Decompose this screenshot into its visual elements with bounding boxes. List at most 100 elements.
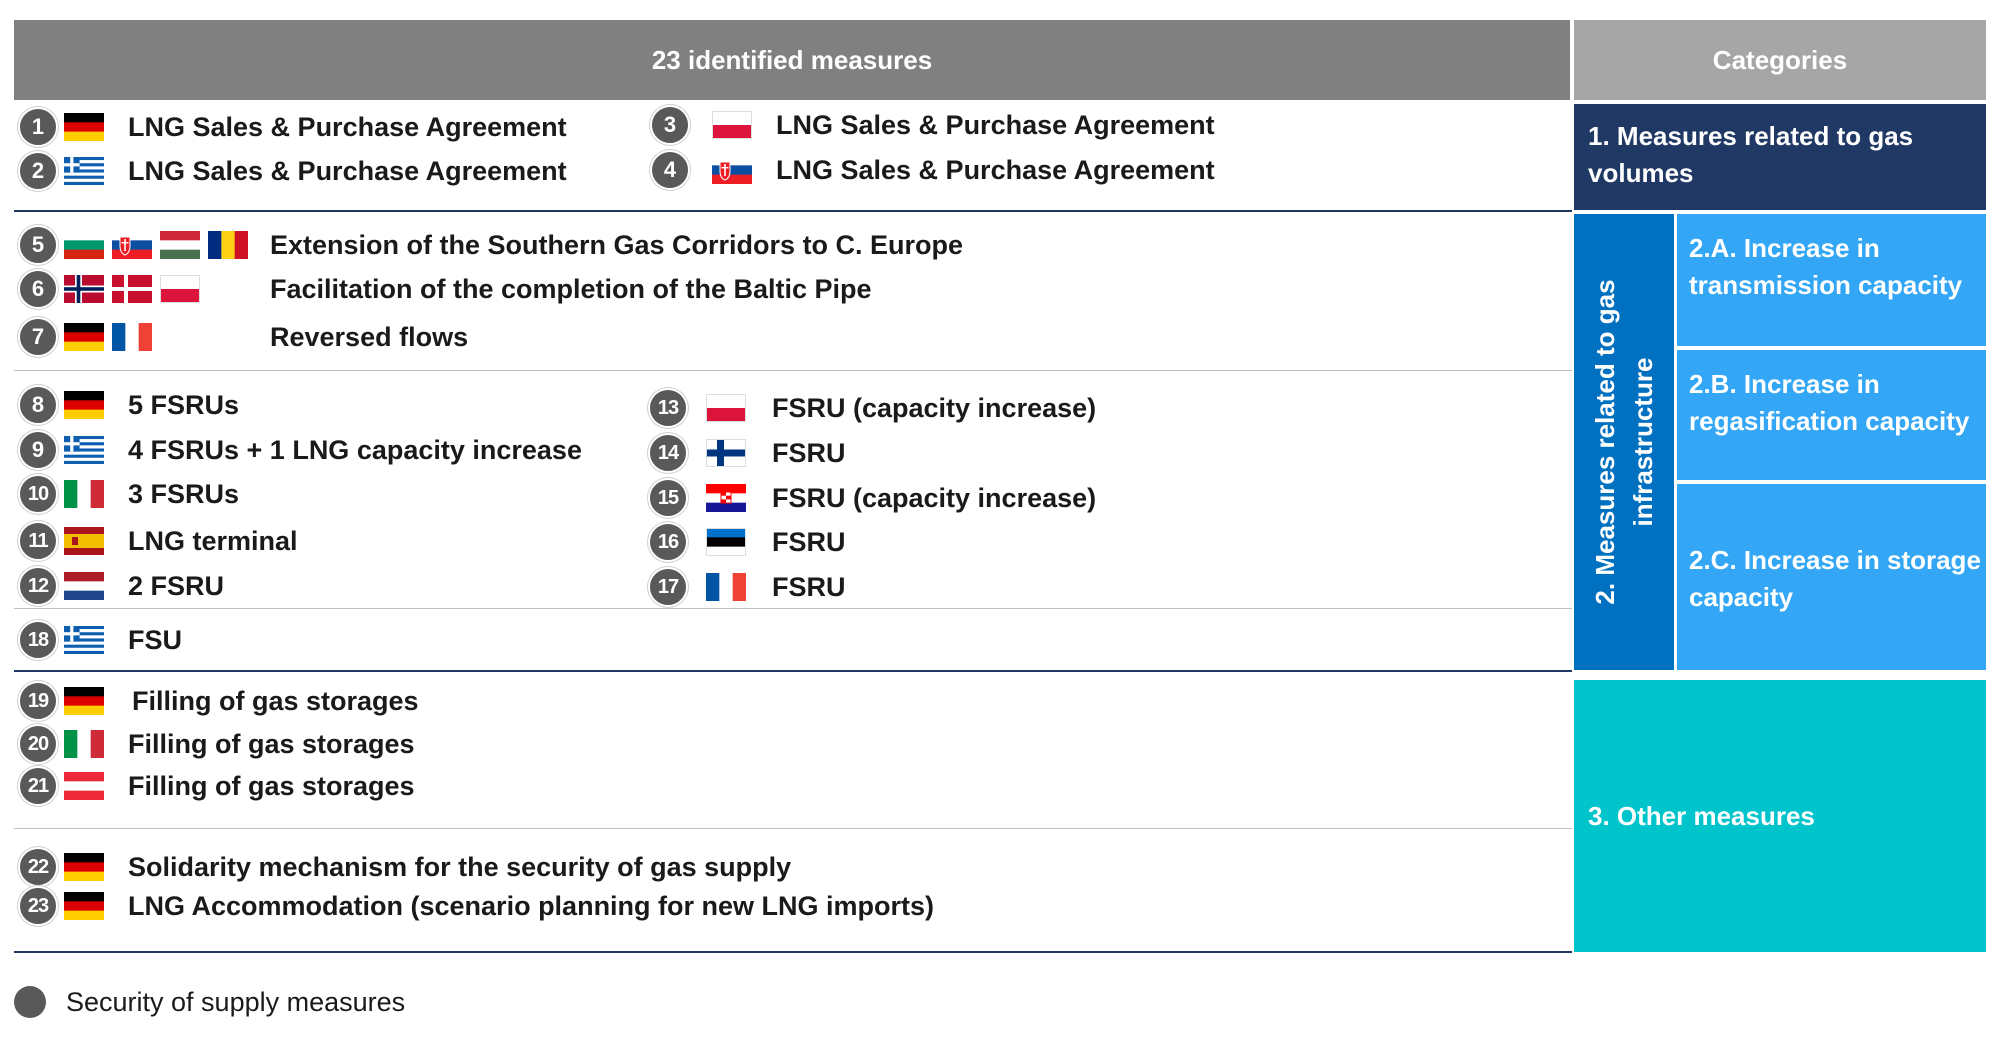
section-divider: [14, 828, 1572, 829]
measure-row: 23 LNG Accommodation (scenario planning f…: [18, 886, 935, 926]
germany-flag-icon: [64, 323, 104, 351]
country-flags: [706, 573, 746, 601]
measures-header: 23 identified measures: [14, 20, 1570, 100]
subcategory-transmission: 2.A. Increase in transmission capacity: [1677, 214, 1986, 346]
measure-label: Filling of gas storages: [128, 770, 415, 801]
measure-number-badge: 21: [18, 766, 58, 806]
categories-header: Categories: [1574, 20, 1986, 100]
section-divider: [14, 951, 1572, 953]
germany-flag-icon: [64, 113, 104, 141]
country-flags: [64, 275, 200, 303]
measure-number-badge: 4: [650, 150, 690, 190]
country-flags: [64, 730, 104, 758]
italy-flag-icon: [64, 480, 104, 508]
legend-marker: [14, 986, 46, 1018]
subcategory-regasification: 2.B. Increase in regasification capacity: [1677, 350, 1986, 480]
country-flags: [706, 484, 746, 512]
country-flags: [64, 323, 152, 351]
germany-flag-icon: [64, 391, 104, 419]
poland-flag-icon: [712, 111, 752, 139]
section-divider: [14, 608, 1572, 609]
netherlands-flag-icon: [64, 572, 104, 600]
measure-label: LNG terminal: [128, 525, 298, 556]
measure-label: FSRU: [772, 571, 846, 602]
measure-row: 17 FSRU: [648, 567, 846, 607]
measure-label: 4 FSRUs + 1 LNG capacity increase: [128, 434, 582, 465]
germany-flag-icon: [64, 687, 104, 715]
measure-number-badge: 10: [18, 474, 58, 514]
measure-number-badge: 8: [18, 385, 58, 425]
measure-label: Filling of gas storages: [132, 685, 419, 716]
germany-flag-icon: [64, 892, 104, 920]
measure-number-badge: 9: [18, 430, 58, 470]
measure-label: LNG Sales & Purchase Agreement: [776, 154, 1215, 185]
norway-flag-icon: [64, 275, 104, 303]
romania-flag-icon: [208, 231, 248, 259]
measure-label: FSU: [128, 624, 182, 655]
country-flags: [712, 156, 752, 184]
measure-row: 3 LNG Sales & Purchase Agreement: [650, 105, 1215, 145]
country-flags: [712, 111, 752, 139]
greece-flag-icon: [64, 157, 104, 185]
measure-number-badge: 3: [650, 105, 690, 145]
measure-row: 19 Filling of gas storages: [18, 681, 419, 721]
measure-label: FSRU (capacity increase): [772, 392, 1097, 423]
measure-number-badge: 12: [18, 566, 58, 606]
measure-number-badge: 14: [648, 433, 688, 473]
measure-row: 4 LNG Sales & Purchase Agreement: [650, 150, 1215, 190]
measure-number-badge: 1: [18, 107, 58, 147]
category-other-measures: 3. Other measures: [1574, 680, 1986, 952]
measure-row: 15 FSRU (capacity increase): [648, 478, 1097, 518]
section-divider: [14, 670, 1572, 672]
measure-row: 9 4 FSRUs + 1 LNG capacity increase: [18, 430, 582, 470]
measure-row: 10 3 FSRUs: [18, 474, 240, 514]
category-gas-volumes: 1. Measures related to gas volumes: [1574, 104, 1986, 210]
measure-number-badge: 16: [648, 522, 688, 562]
greece-flag-icon: [64, 626, 104, 654]
measure-label: 3 FSRUs: [128, 478, 240, 509]
austria-flag-icon: [64, 772, 104, 800]
country-flags: [64, 853, 104, 881]
measure-row: 5 Extension of the Southern Gas Corridors…: [18, 225, 963, 265]
measure-row: 2 LNG Sales & Purchase Agreement: [18, 151, 567, 191]
measure-row: 21 Filling of gas storages: [18, 766, 415, 806]
country-flags: [64, 113, 104, 141]
measure-label: LNG Sales & Purchase Agreement: [776, 109, 1215, 140]
hungary-flag-icon: [160, 231, 200, 259]
measure-number-badge: 20: [18, 724, 58, 764]
measure-row: 20 Filling of gas storages: [18, 724, 415, 764]
measure-row: 1 LNG Sales & Purchase Agreement: [18, 107, 567, 147]
measure-number-badge: 13: [648, 388, 688, 428]
measure-label: LNG Sales & Purchase Agreement: [128, 111, 567, 142]
measure-label: FSRU (capacity increase): [772, 482, 1097, 513]
section-divider: [14, 210, 1572, 212]
slovakia-flag-icon: [112, 231, 152, 259]
measure-label: Solidarity mechanism for the security of…: [128, 851, 792, 882]
measure-label: 5 FSRUs: [128, 389, 240, 420]
country-flags: [64, 687, 104, 715]
measure-label: LNG Accommodation (scenario planning for…: [128, 890, 935, 921]
country-flags: [64, 892, 104, 920]
legend: Security of supply measures: [14, 986, 405, 1018]
measure-number-badge: 6: [18, 269, 58, 309]
measure-label: 2 FSRU: [128, 570, 225, 601]
measure-row: 18 FSU: [18, 620, 182, 660]
country-flags: [706, 439, 746, 467]
measure-number-badge: 11: [18, 521, 58, 561]
measure-row: 12 2 FSRU: [18, 566, 225, 606]
category-gas-infrastructure: 2. Measures related to gas infrastructur…: [1574, 214, 1674, 670]
italy-flag-icon: [64, 730, 104, 758]
legend-label: Security of supply measures: [66, 986, 406, 1017]
measure-row: 7 Reversed flows: [18, 317, 468, 357]
measure-number-badge: 17: [648, 567, 688, 607]
country-flags: [706, 394, 746, 422]
denmark-flag-icon: [112, 275, 152, 303]
category-gas-infrastructure-label: 2. Measures related to gas infrastructur…: [1590, 279, 1658, 605]
measure-row: 14 FSRU: [648, 433, 846, 473]
measure-number-badge: 23: [18, 886, 58, 926]
country-flags: [64, 572, 104, 600]
measure-row: 11 LNG terminal: [18, 521, 298, 561]
bulgaria-flag-icon: [64, 231, 104, 259]
country-flags: [706, 528, 746, 556]
measure-row: 8 5 FSRUs: [18, 385, 240, 425]
